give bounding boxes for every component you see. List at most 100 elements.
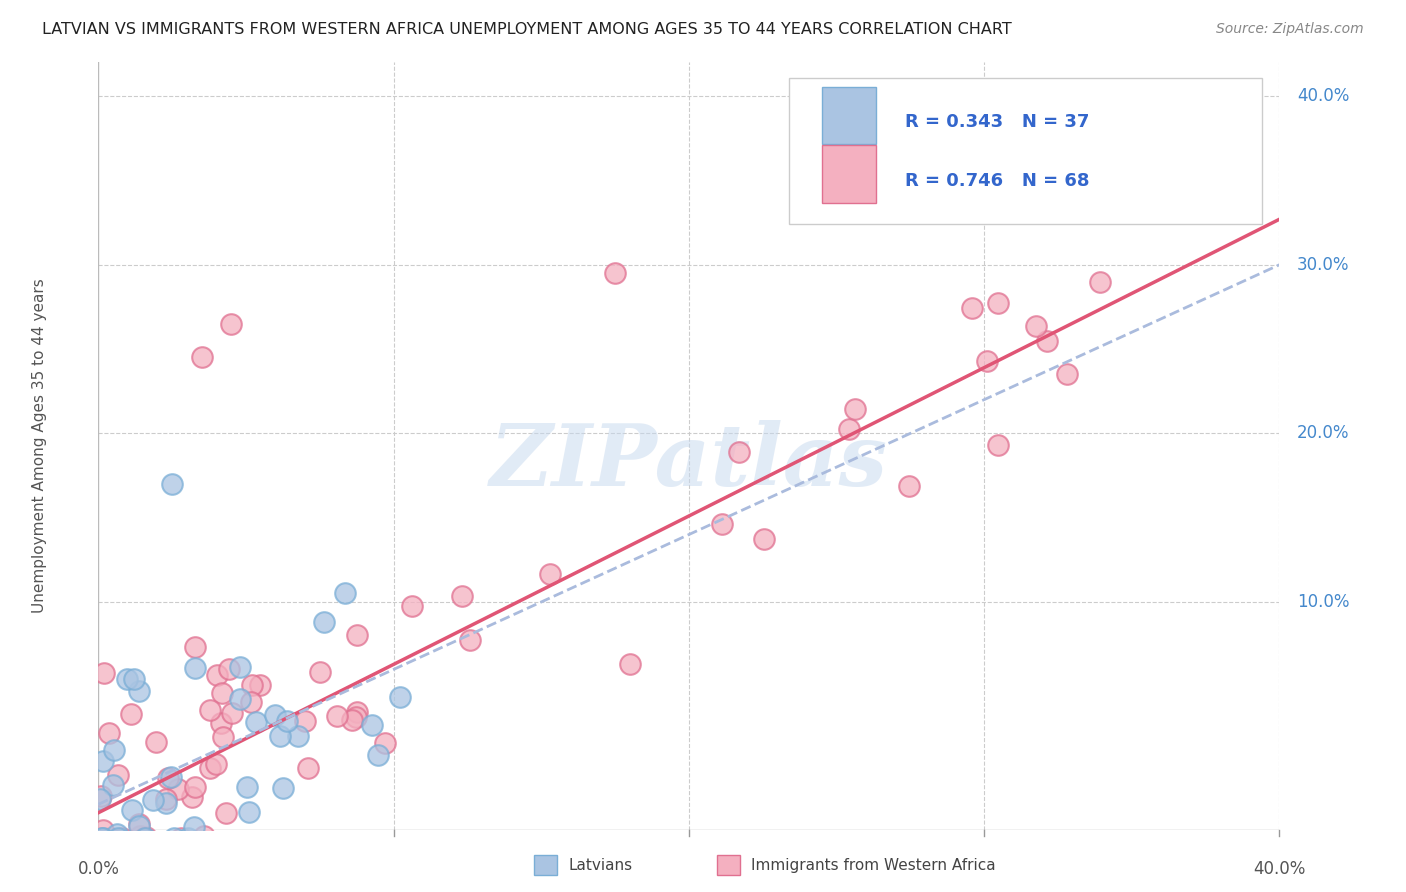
Point xyxy=(135,830,157,845)
Point xyxy=(1088,275,1111,289)
Point xyxy=(221,317,243,331)
Point xyxy=(335,586,357,600)
Point xyxy=(326,709,349,723)
Point xyxy=(727,445,749,459)
Text: R = 0.746   N = 68: R = 0.746 N = 68 xyxy=(905,171,1090,190)
Point xyxy=(122,672,145,686)
Point xyxy=(218,662,240,676)
Text: 40.0%: 40.0% xyxy=(1253,860,1306,878)
Point xyxy=(205,756,228,771)
Point xyxy=(87,830,110,845)
Text: Unemployment Among Ages 35 to 44 years: Unemployment Among Ages 35 to 44 years xyxy=(32,278,46,614)
Point xyxy=(134,830,156,845)
Text: R = 0.343   N = 37: R = 0.343 N = 37 xyxy=(905,113,1090,131)
Point xyxy=(128,829,150,843)
Point xyxy=(214,805,236,820)
Point xyxy=(240,678,263,692)
Point xyxy=(619,657,641,671)
Point xyxy=(374,735,396,749)
Point xyxy=(97,726,120,740)
Point xyxy=(184,640,207,654)
Point xyxy=(870,182,893,196)
Text: 30.0%: 30.0% xyxy=(1298,256,1350,274)
Point xyxy=(183,661,205,675)
Point xyxy=(156,771,179,785)
Point xyxy=(211,731,233,745)
Point xyxy=(976,354,998,368)
Point xyxy=(107,830,129,845)
Point xyxy=(170,830,193,845)
Point xyxy=(342,713,364,727)
Point xyxy=(458,633,481,648)
Point xyxy=(838,422,860,436)
Point xyxy=(1025,318,1047,333)
Text: ZIPatlas: ZIPatlas xyxy=(489,419,889,503)
Point xyxy=(269,730,291,744)
Point xyxy=(401,599,423,613)
Text: 0.0%: 0.0% xyxy=(77,860,120,878)
Text: Immigrants from Western Africa: Immigrants from Western Africa xyxy=(751,858,995,872)
Point xyxy=(287,730,309,744)
Point xyxy=(183,820,205,834)
Point xyxy=(844,402,866,417)
Point xyxy=(209,716,232,731)
Point xyxy=(367,747,389,762)
Point xyxy=(142,793,165,807)
Point xyxy=(155,797,177,811)
Point xyxy=(1154,204,1177,219)
Point xyxy=(103,742,125,756)
Text: LATVIAN VS IMMIGRANTS FROM WESTERN AFRICA UNEMPLOYMENT AMONG AGES 35 TO 44 YEARS: LATVIAN VS IMMIGRANTS FROM WESTERN AFRIC… xyxy=(42,22,1012,37)
Point xyxy=(271,781,294,796)
Point xyxy=(145,735,167,749)
Bar xyxy=(823,145,876,202)
Point xyxy=(264,708,287,723)
Text: 20.0%: 20.0% xyxy=(1298,425,1350,442)
Point xyxy=(101,778,124,792)
Point xyxy=(211,686,233,700)
Point xyxy=(93,665,115,680)
Point xyxy=(238,805,260,819)
Point xyxy=(163,830,186,845)
Point xyxy=(346,706,368,720)
Point xyxy=(160,770,183,784)
Point xyxy=(987,296,1010,310)
Point xyxy=(451,589,474,603)
Text: Source: ZipAtlas.com: Source: ZipAtlas.com xyxy=(1216,22,1364,37)
Point xyxy=(155,791,177,805)
Point xyxy=(128,817,150,831)
Point xyxy=(312,615,335,630)
Point xyxy=(166,782,188,797)
Point xyxy=(90,789,112,804)
Point xyxy=(91,830,114,845)
Point xyxy=(249,678,271,692)
Point xyxy=(200,703,222,717)
Point xyxy=(128,819,150,833)
Point xyxy=(344,710,367,724)
Point xyxy=(245,715,267,730)
Point xyxy=(229,660,252,674)
Point xyxy=(207,668,229,682)
Point xyxy=(191,351,214,365)
Point xyxy=(89,792,111,806)
Point xyxy=(276,714,298,728)
Point xyxy=(297,761,319,775)
Point xyxy=(105,826,128,840)
Point xyxy=(198,761,221,775)
Point xyxy=(236,780,259,794)
Point xyxy=(538,566,561,581)
Point xyxy=(91,822,114,837)
Point xyxy=(177,830,200,845)
Point xyxy=(128,683,150,698)
Point xyxy=(987,438,1010,452)
Point xyxy=(98,830,121,845)
Point xyxy=(360,717,382,731)
Point xyxy=(239,695,262,709)
Point xyxy=(898,479,921,493)
Point xyxy=(134,830,156,845)
Point xyxy=(229,692,252,706)
Text: 40.0%: 40.0% xyxy=(1298,87,1350,105)
Point xyxy=(120,706,142,721)
Point xyxy=(193,829,215,843)
Point xyxy=(389,690,412,704)
Point xyxy=(91,754,114,768)
